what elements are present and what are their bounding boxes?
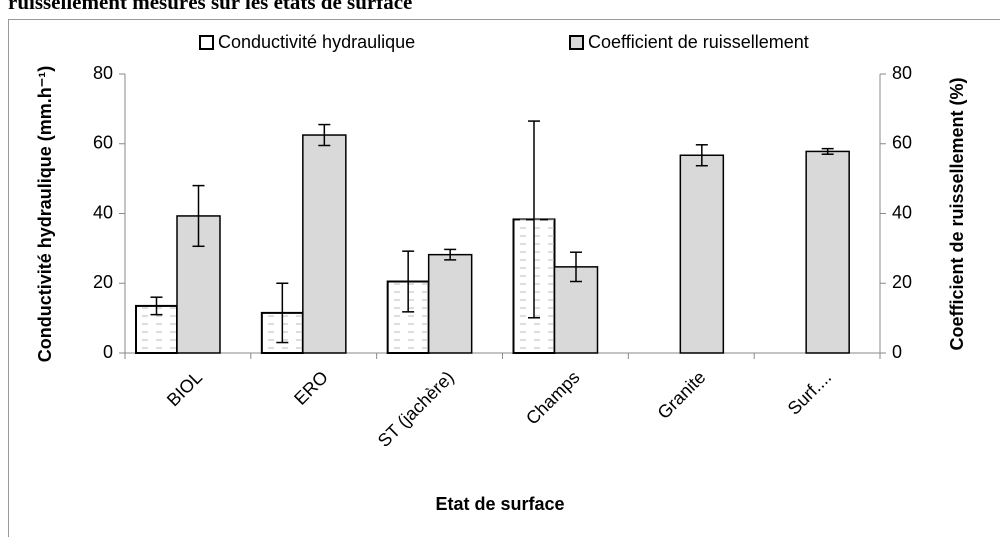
error-bar xyxy=(192,184,205,248)
x-tick-label: Granite xyxy=(654,367,710,423)
y2-tick-label: 40 xyxy=(892,202,912,222)
error-bar xyxy=(402,250,415,313)
error-bar xyxy=(150,296,163,316)
x-tick-label: Surf.... xyxy=(784,367,836,419)
legend-swatch xyxy=(569,35,584,50)
y-tick-label: 0 xyxy=(103,342,113,362)
y2-tick-label: 0 xyxy=(892,342,902,362)
error-bar xyxy=(821,147,834,155)
chart-frame xyxy=(8,19,1000,537)
y2-tick-label: 20 xyxy=(892,272,912,292)
legend-label: Conductivité hydraulique xyxy=(218,32,415,52)
bar xyxy=(302,134,347,354)
error-bar xyxy=(695,144,708,167)
error-bar xyxy=(276,282,289,344)
error-bar xyxy=(570,251,582,283)
bar xyxy=(679,154,725,354)
x-axis-title: Etat de surface xyxy=(435,494,564,514)
y2-tick-label: 80 xyxy=(892,63,912,83)
y-tick-label: 20 xyxy=(93,272,113,292)
bar xyxy=(805,150,850,354)
bar xyxy=(427,253,473,354)
legend-swatch xyxy=(199,35,214,50)
caption: ruissellement mesurés sur les états de s… xyxy=(8,0,412,14)
bar xyxy=(553,266,599,354)
legend-label: Coefficient de ruissellement xyxy=(588,32,809,52)
x-tick-label: ST (jachère) xyxy=(374,367,458,451)
error-bar xyxy=(444,248,457,261)
y-axis-title: Conductivité hydraulique (mm.h⁻¹) xyxy=(35,66,55,363)
y-tick-label: 60 xyxy=(93,133,113,153)
error-bar xyxy=(528,120,540,319)
y-tick-label: 80 xyxy=(93,63,113,83)
x-tick-label: ERO xyxy=(290,367,332,409)
error-bar xyxy=(318,123,331,147)
x-tick-label: Champs xyxy=(522,367,584,429)
y-tick-label: 40 xyxy=(93,202,113,222)
y2-tick-label: 60 xyxy=(892,133,912,153)
x-tick-label: BIOL xyxy=(163,367,206,410)
y2-axis-title: Coefficient de ruissellement (%) xyxy=(947,77,967,350)
